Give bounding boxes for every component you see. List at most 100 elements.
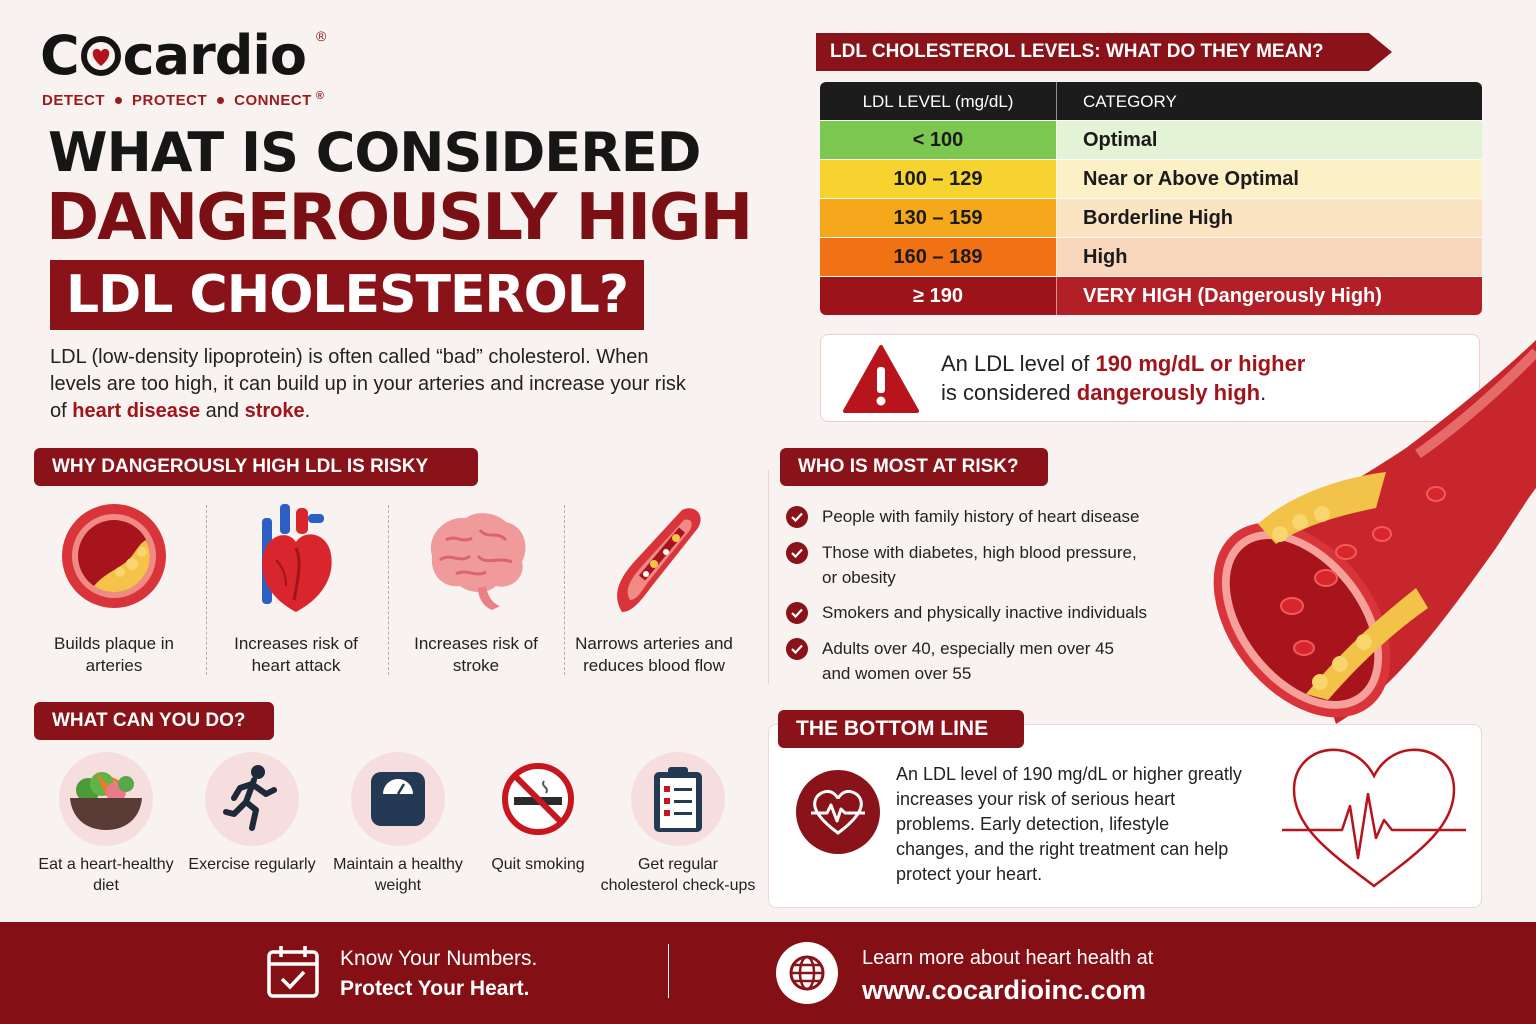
ldl-level-cell: 160 – 189: [820, 238, 1056, 276]
registered-mark: ®: [315, 89, 325, 102]
risk-group-line: Those with diabetes, high blood pressure…: [822, 543, 1137, 562]
brand-name-suffix: cardio: [122, 24, 307, 87]
action-label: Get regular cholesterol check-ups: [600, 856, 756, 894]
who-at-risk-heading: WHO IS MOST AT RISK?: [780, 448, 1048, 486]
headline-line-3: LDL CHOLESTEROL?: [50, 260, 645, 330]
category-cell: Optimal: [1056, 121, 1482, 159]
bottom-line-heading: THE BOTTOM LINE: [778, 710, 1024, 748]
tagline-word: PROTECT: [132, 92, 208, 109]
alert-text: An LDL level of 190 mg/dL or higher is c…: [941, 349, 1305, 407]
list-item: Smokers and physically inactive individu…: [786, 600, 1147, 625]
who-at-risk-box: [768, 470, 1208, 684]
alert-text-part: is considered: [941, 380, 1077, 405]
risk-group-line: and women over 55: [822, 664, 972, 683]
ldl-level-cell: 130 – 159: [820, 199, 1056, 237]
risk-label: Narrows arteries and reduces blood flow: [575, 634, 733, 675]
check-icon: [786, 506, 808, 528]
action-item: Quit smoking: [458, 752, 618, 875]
category-cell: High: [1056, 238, 1482, 276]
alert-text-part: .: [1260, 380, 1267, 405]
divider: [388, 505, 389, 675]
table-row: < 100 Optimal: [820, 120, 1482, 159]
footer-slogan-line: Know Your Numbers.: [340, 947, 538, 970]
tagline-dot: [217, 97, 225, 104]
footer-divider: [668, 944, 669, 998]
divider: [564, 505, 565, 675]
intro-text: LDL (low-density lipoprotein) is often c…: [50, 346, 686, 422]
list-item: People with family history of heart dise…: [786, 504, 1140, 529]
website-link[interactable]: www.cocardioinc.com: [862, 975, 1147, 1005]
risk-group-line: People with family history of heart dise…: [822, 507, 1140, 526]
intro-paragraph: LDL (low-density lipoprotein) is often c…: [50, 344, 690, 425]
action-item: Eat a heart-healthy diet: [26, 752, 186, 896]
heart-line-icon: [1282, 748, 1466, 888]
headline-line-1: WHAT IS CONSIDERED: [48, 121, 701, 184]
action-label: Exercise regularly: [188, 856, 316, 873]
headline-line-2: DANGEROUSLY HIGH: [46, 181, 753, 255]
category-cell: VERY HIGH (Dangerously High): [1056, 277, 1482, 315]
intro-text: and: [200, 400, 245, 422]
globe-icon: [776, 942, 838, 1004]
brand-name-prefix: C: [40, 24, 80, 87]
check-icon: [786, 602, 808, 624]
action-item: Get regular cholesterol check-ups: [598, 752, 758, 896]
registered-mark: ®: [316, 28, 327, 44]
list-item: Those with diabetes, high blood pressure…: [786, 540, 1137, 590]
footer-bar: Know Your Numbers. Protect Your Heart. L…: [0, 922, 1536, 1024]
footer-slogan-line: Protect Your Heart.: [340, 977, 530, 1000]
risk-item: Increases risk of stroke: [396, 500, 556, 677]
warning-icon: [843, 345, 919, 413]
risk-label: Increases risk of stroke: [414, 634, 538, 675]
action-label: Eat a heart-healthy diet: [38, 856, 174, 894]
artery-illustration: [1213, 340, 1536, 724]
risk-item: Builds plaque in arteries: [34, 500, 194, 677]
heartbeat-icon: [796, 770, 880, 854]
tagline-word: DETECT: [42, 92, 105, 109]
column-header: LDL LEVEL (mg/dL): [862, 92, 1014, 111]
plaque-artery-icon: [62, 504, 166, 608]
table-row: 160 – 189 High: [820, 237, 1482, 276]
footer-learn-text: Learn more about heart health at: [862, 947, 1154, 969]
risk-group-line: or obesity: [822, 568, 896, 587]
scale-icon: [371, 772, 425, 826]
what-can-you-do-heading: WHAT CAN YOU DO?: [34, 702, 274, 740]
risk-group-line: Smokers and physically inactive individu…: [822, 603, 1148, 622]
no-smoking-icon: [502, 763, 574, 835]
check-icon: [786, 542, 808, 564]
tagline-dot: [115, 97, 122, 104]
table-header-row: LDL LEVEL (mg/dL) CATEGORY: [820, 82, 1482, 120]
intro-highlight: stroke: [244, 400, 305, 422]
action-icon-circle: [351, 752, 445, 846]
footer-website: Learn more about heart health at www.coc…: [862, 942, 1153, 1006]
action-icon-circle: [205, 752, 299, 846]
ldl-level-cell: < 100: [820, 121, 1056, 159]
runner-icon: [223, 765, 277, 831]
logo-heart-icon: [80, 36, 121, 76]
bottom-line-text: An LDL level of 190 mg/dL or higher grea…: [896, 764, 1242, 884]
category-cell: Near or Above Optimal: [1056, 160, 1482, 198]
food-bowl-icon: [70, 772, 142, 830]
table-row: ≥ 190 VERY HIGH (Dangerously High): [820, 276, 1482, 315]
risk-group-text: Smokers and physically inactive individu…: [822, 600, 1147, 625]
narrow-artery-icon: [617, 508, 701, 612]
intro-text: .: [304, 400, 311, 422]
risk-group-text: Those with diabetes, high blood pressure…: [822, 540, 1137, 590]
ldl-levels-heading: LDL CHOLESTEROL LEVELS: WHAT DO THEY MEA…: [816, 33, 1392, 71]
why-risky-heading: WHY DANGEROUSLY HIGH LDL IS RISKY: [34, 448, 478, 486]
alert-highlight: 190 mg/dL or higher: [1095, 351, 1306, 376]
action-item: Maintain a healthy weight: [318, 752, 478, 896]
ldl-levels-table: LDL LEVEL (mg/dL) CATEGORY < 100 Optimal…: [820, 82, 1482, 315]
risk-item: Increases risk of heart attack: [216, 500, 376, 677]
column-header: CATEGORY: [1056, 82, 1482, 120]
risk-group-line: Adults over 40, especially men over 45: [822, 639, 1114, 658]
action-item: Exercise regularly: [172, 752, 332, 875]
risk-item: Narrows arteries and reduces blood flow: [574, 500, 734, 677]
risk-label: Builds plaque in arteries: [53, 634, 175, 675]
alert-text-part: An LDL level of: [941, 351, 1096, 376]
action-icon-circle: [631, 752, 725, 846]
risk-group-text: People with family history of heart dise…: [822, 504, 1140, 529]
risk-group-text: Adults over 40, especially men over 45 an…: [822, 636, 1114, 686]
check-icon: [786, 638, 808, 660]
tagline-word: CONNECT: [234, 92, 312, 109]
ldl-level-cell: 100 – 129: [820, 160, 1056, 198]
